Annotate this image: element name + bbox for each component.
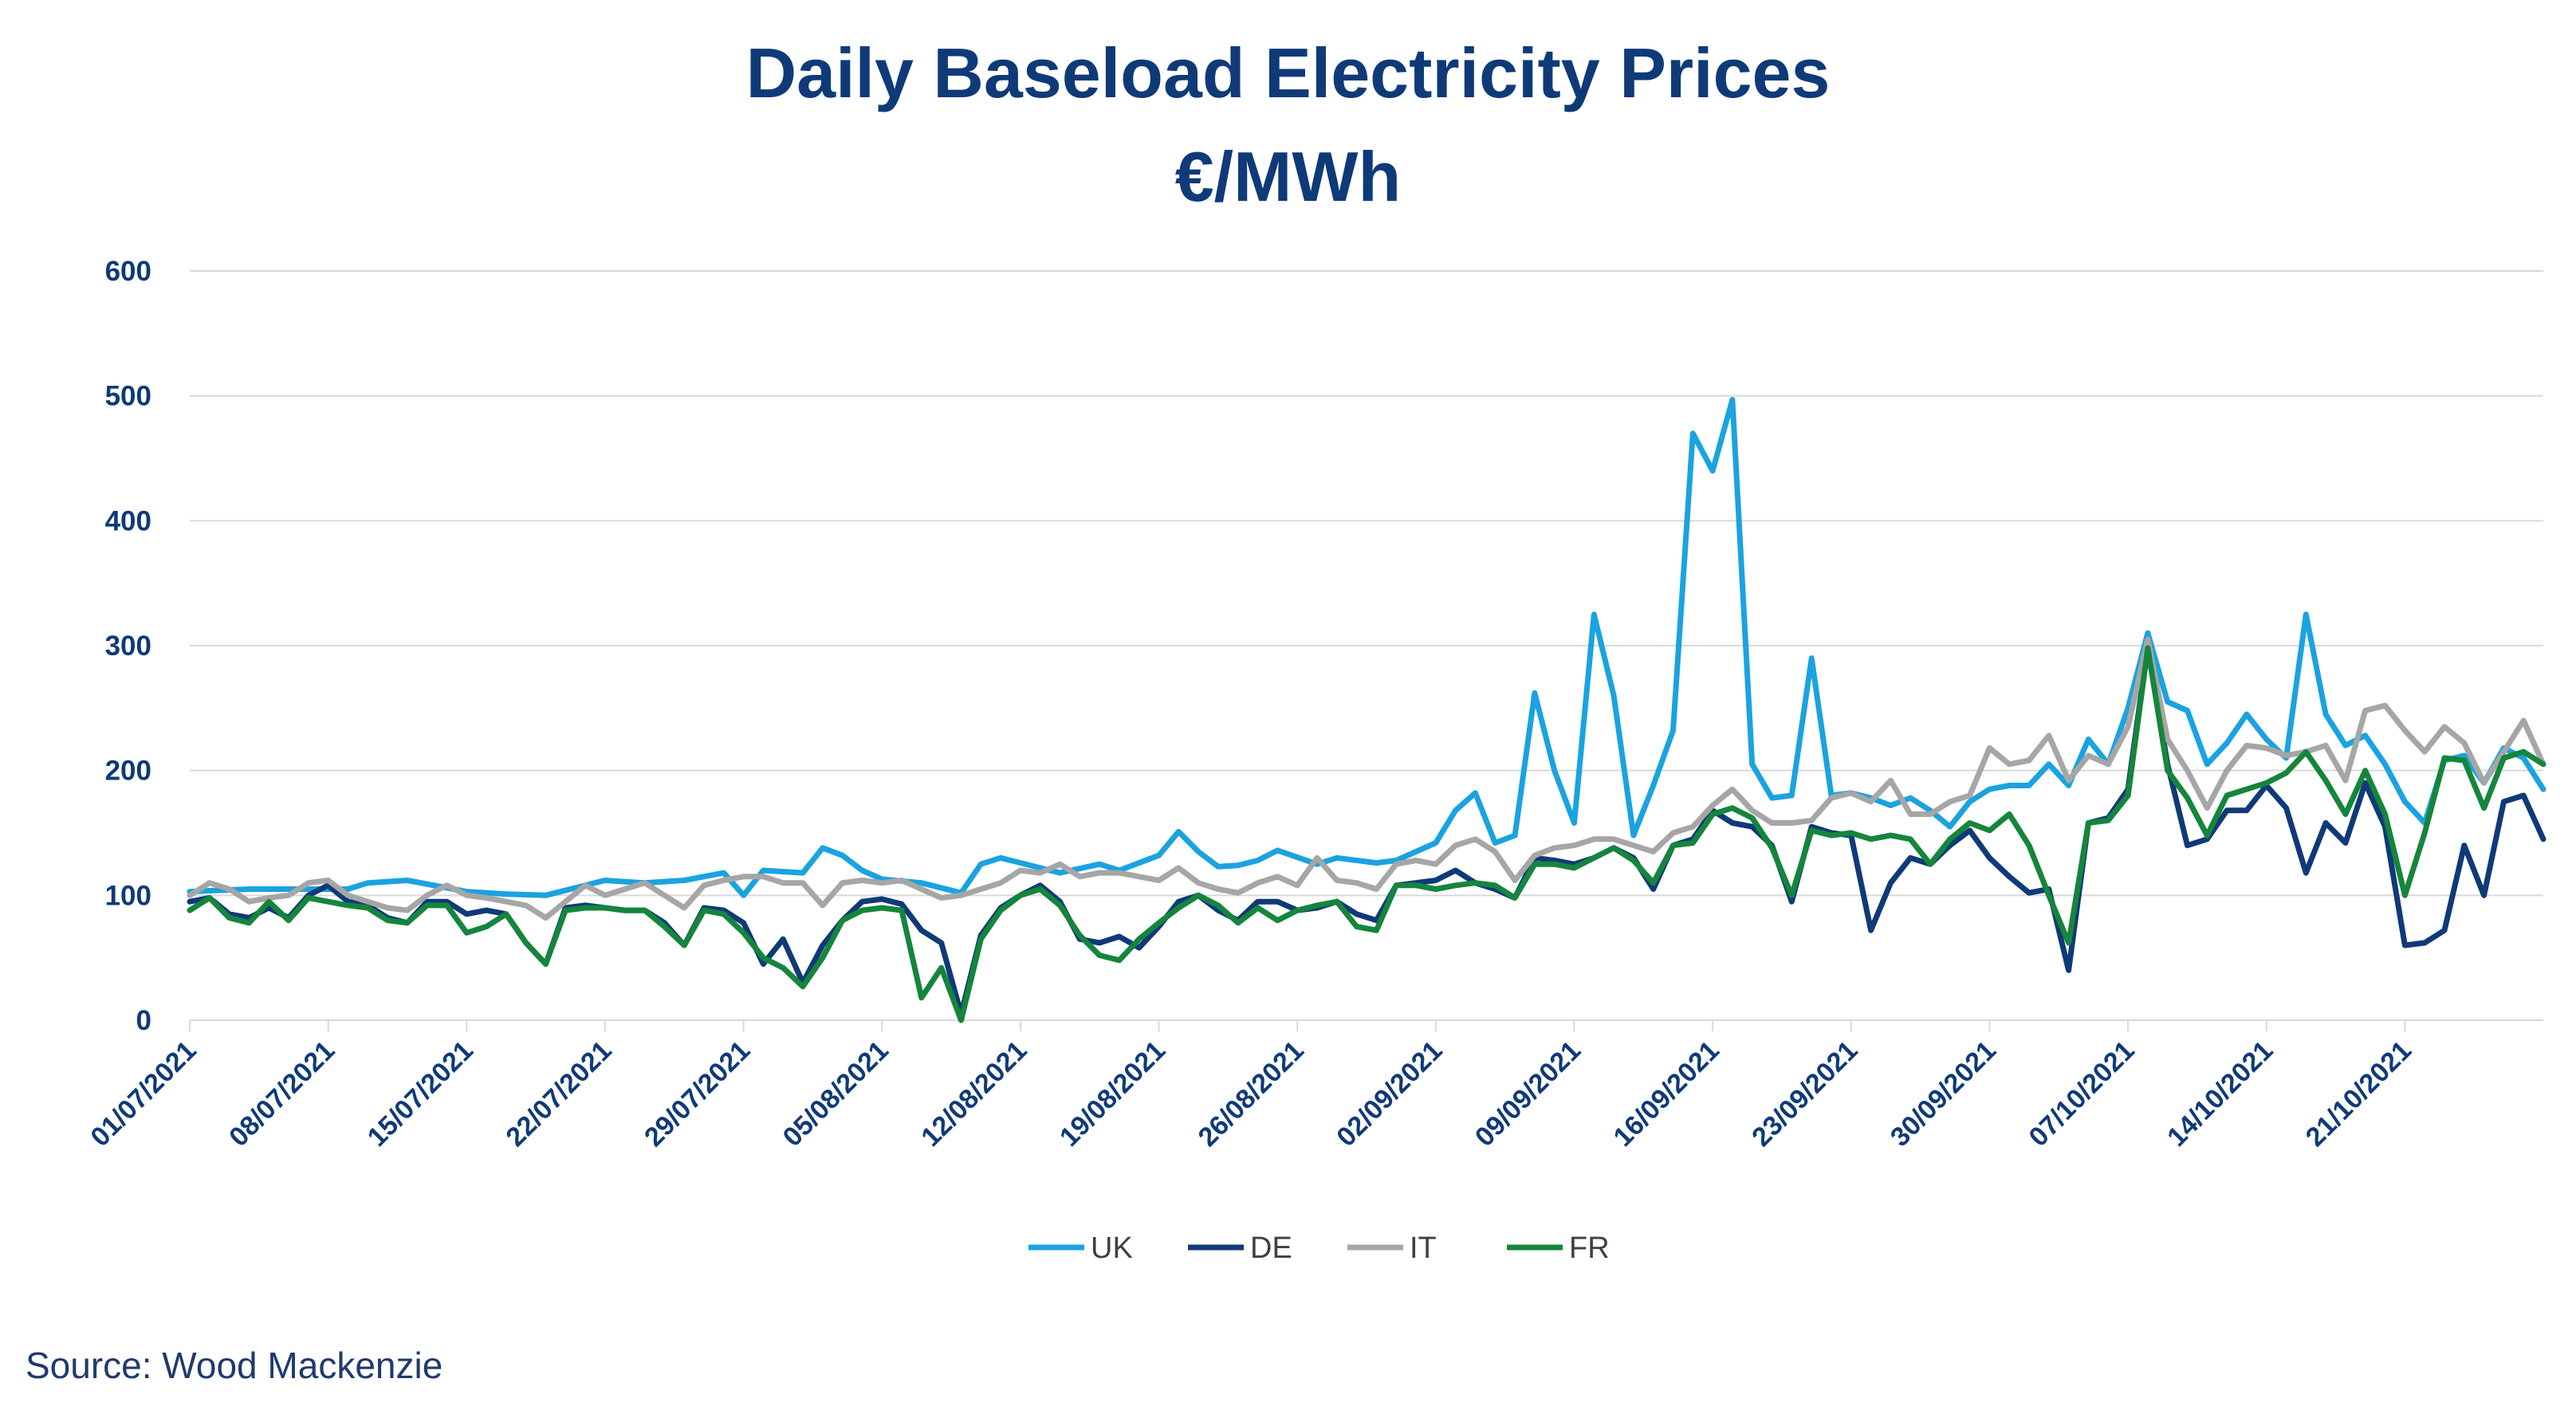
y-tick-label: 500: [105, 381, 151, 412]
x-tick-label: 22/07/2021: [500, 1035, 617, 1153]
series-lines: [187, 396, 2547, 1023]
y-tick-label: 100: [105, 880, 151, 911]
x-tick-label: 09/09/2021: [1469, 1035, 1587, 1153]
x-tick-label: 01/07/2021: [85, 1035, 202, 1153]
x-tick-label: 15/07/2021: [362, 1035, 479, 1153]
legend-label-it: IT: [1410, 1231, 1437, 1265]
x-tick-label: 29/07/2021: [639, 1035, 756, 1153]
legend: UK DE IT FR: [1028, 1231, 1610, 1265]
legend-label-fr: FR: [1569, 1231, 1610, 1265]
x-tick-label: 07/10/2021: [2023, 1035, 2141, 1153]
x-tick-label: 05/08/2021: [777, 1035, 895, 1153]
x-tick-label: 26/08/2021: [1193, 1035, 1310, 1153]
x-tick-label: 08/07/2021: [223, 1035, 340, 1153]
x-tick-label: 02/09/2021: [1331, 1035, 1448, 1153]
source-note: Source: Wood Mackenzie: [26, 1345, 443, 1386]
y-tick-label: 600: [105, 256, 151, 287]
x-tick-label: 19/08/2021: [1054, 1035, 1171, 1153]
series-line-uk: [187, 396, 2547, 898]
y-tick-label: 300: [105, 630, 151, 662]
y-axis-ticks: 0 100 200 300 400 500 600: [105, 256, 151, 1036]
series-line-fr: [187, 645, 2547, 1023]
y-tick-label: 200: [105, 756, 151, 787]
y-tick-label: 400: [105, 505, 151, 536]
x-tick-label: 14/10/2021: [2161, 1035, 2279, 1153]
x-tick-label: 12/08/2021: [915, 1035, 1032, 1153]
chart-subtitle: €/MWh: [1174, 137, 1402, 216]
line-chart: 0 100 200 300 400 500 600 01/07/2021 08/07/2021…: [85, 256, 2547, 1265]
x-tick-label: 23/09/2021: [1746, 1035, 1863, 1153]
x-tick-label: 30/09/2021: [1885, 1035, 2002, 1153]
x-tick-label: 21/10/2021: [2300, 1035, 2417, 1153]
legend-label-uk: UK: [1091, 1231, 1133, 1265]
grid-lines: [190, 270, 2543, 1021]
y-tick-label: 0: [136, 1005, 151, 1036]
legend-label-de: DE: [1250, 1231, 1292, 1265]
series-line-it: [187, 636, 2547, 921]
chart-title: Daily Baseload Electricity Prices: [745, 33, 1831, 112]
x-tick-label: 16/09/2021: [1608, 1035, 1725, 1153]
x-axis-ticks: 01/07/2021 08/07/2021 15/07/2021 22/07/2021…: [85, 1020, 2417, 1153]
